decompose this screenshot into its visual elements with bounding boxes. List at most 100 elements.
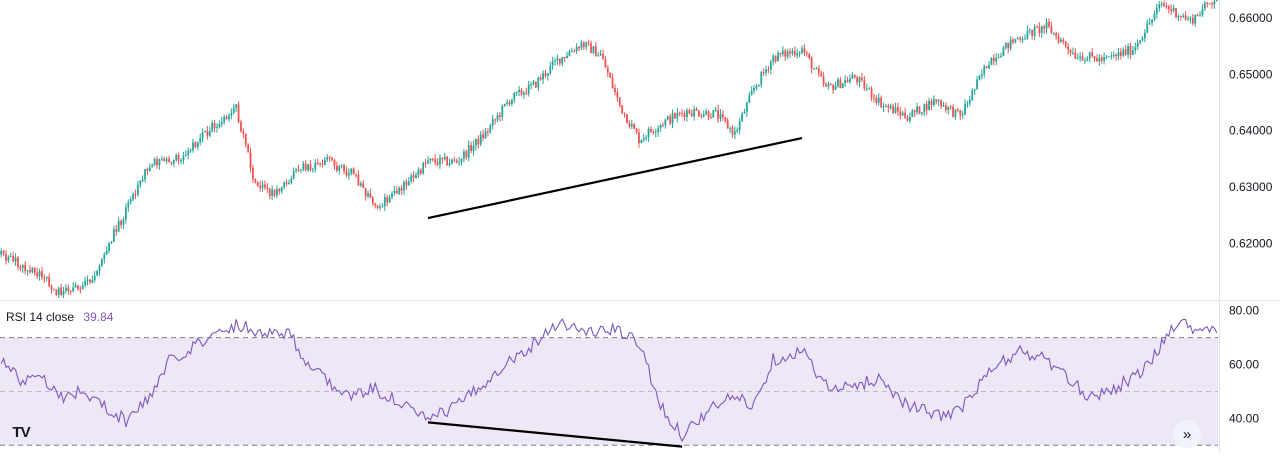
candle[interactable]	[1122, 47, 1125, 58]
candle[interactable]	[726, 117, 729, 129]
candle[interactable]	[594, 41, 597, 57]
candle[interactable]	[1108, 56, 1110, 58]
candle[interactable]	[534, 81, 537, 89]
candle[interactable]	[980, 69, 983, 80]
candle[interactable]	[1206, 1, 1209, 8]
candle[interactable]	[189, 148, 192, 153]
candle[interactable]	[127, 199, 130, 213]
candle[interactable]	[522, 90, 525, 99]
candle[interactable]	[148, 163, 151, 173]
candle[interactable]	[671, 109, 674, 129]
candle[interactable]	[292, 167, 295, 180]
candle[interactable]	[67, 284, 70, 295]
candle[interactable]	[750, 86, 753, 96]
candle[interactable]	[304, 160, 307, 172]
candle[interactable]	[753, 84, 755, 94]
candle[interactable]	[623, 112, 626, 118]
candle[interactable]	[132, 191, 134, 202]
candle[interactable]	[1079, 51, 1082, 63]
candle[interactable]	[89, 279, 91, 285]
candle[interactable]	[1170, 4, 1173, 15]
candle[interactable]	[335, 161, 338, 173]
candle[interactable]	[916, 102, 918, 115]
candle[interactable]	[841, 82, 844, 89]
candle[interactable]	[570, 47, 573, 53]
candle[interactable]	[237, 101, 240, 124]
candle[interactable]	[249, 147, 252, 173]
candle[interactable]	[419, 168, 422, 176]
candle[interactable]	[1091, 48, 1094, 58]
candle[interactable]	[347, 168, 350, 180]
candle[interactable]	[1084, 57, 1086, 65]
candle[interactable]	[674, 112, 676, 120]
candle[interactable]	[376, 204, 379, 210]
candle[interactable]	[124, 203, 127, 224]
candle[interactable]	[81, 281, 84, 290]
candle[interactable]	[199, 133, 202, 146]
candle[interactable]	[798, 50, 801, 58]
candle[interactable]	[532, 79, 535, 86]
candle[interactable]	[959, 109, 962, 121]
candle[interactable]	[956, 108, 959, 113]
candle[interactable]	[175, 153, 178, 162]
candle[interactable]	[242, 128, 245, 139]
candle[interactable]	[947, 106, 950, 115]
candle[interactable]	[877, 93, 880, 106]
candle[interactable]	[786, 48, 789, 60]
candle[interactable]	[295, 167, 298, 174]
candle[interactable]	[43, 274, 46, 283]
candle[interactable]	[139, 180, 142, 189]
candle[interactable]	[252, 164, 254, 184]
candle[interactable]	[1033, 24, 1036, 41]
candle[interactable]	[1131, 46, 1134, 56]
candle[interactable]	[369, 188, 372, 199]
candle[interactable]	[633, 122, 636, 130]
candle[interactable]	[654, 128, 657, 138]
candle[interactable]	[1172, 4, 1175, 13]
candle[interactable]	[1028, 28, 1031, 35]
candle[interactable]	[1052, 32, 1055, 36]
candle[interactable]	[573, 48, 576, 53]
candle[interactable]	[1098, 53, 1101, 66]
scroll-to-realtime-button[interactable]: »	[1173, 420, 1201, 448]
candle[interactable]	[391, 191, 393, 200]
candle[interactable]	[371, 195, 374, 207]
candle[interactable]	[501, 104, 504, 121]
candle[interactable]	[1160, 1, 1163, 8]
candle[interactable]	[1211, 1, 1213, 9]
candle[interactable]	[851, 71, 854, 80]
rsi-trendline[interactable]	[427, 421, 683, 448]
candle[interactable]	[513, 92, 516, 104]
candle[interactable]	[7, 255, 10, 263]
candle[interactable]	[460, 158, 463, 166]
candle[interactable]	[676, 107, 679, 123]
candle[interactable]	[163, 156, 166, 162]
candle[interactable]	[1191, 14, 1194, 26]
candle[interactable]	[590, 40, 592, 54]
candle[interactable]	[1100, 54, 1103, 64]
candle[interactable]	[1179, 15, 1182, 21]
candle[interactable]	[995, 53, 998, 66]
candle[interactable]	[400, 185, 403, 196]
candle[interactable]	[1086, 56, 1089, 62]
candle[interactable]	[681, 109, 684, 118]
candle[interactable]	[491, 114, 494, 130]
candle[interactable]	[769, 59, 772, 75]
candle[interactable]	[709, 112, 712, 119]
candle[interactable]	[839, 76, 842, 89]
candle[interactable]	[743, 108, 746, 114]
candle[interactable]	[635, 128, 638, 135]
candle[interactable]	[870, 86, 873, 102]
candle[interactable]	[899, 106, 902, 120]
candle[interactable]	[616, 88, 619, 102]
candle[interactable]	[856, 75, 859, 86]
candle[interactable]	[988, 61, 990, 69]
candle[interactable]	[925, 100, 928, 115]
candle[interactable]	[932, 95, 935, 107]
candle[interactable]	[525, 88, 528, 95]
candle[interactable]	[745, 101, 748, 117]
candle[interactable]	[110, 241, 113, 244]
candle[interactable]	[1045, 18, 1048, 34]
candle[interactable]	[424, 158, 427, 168]
